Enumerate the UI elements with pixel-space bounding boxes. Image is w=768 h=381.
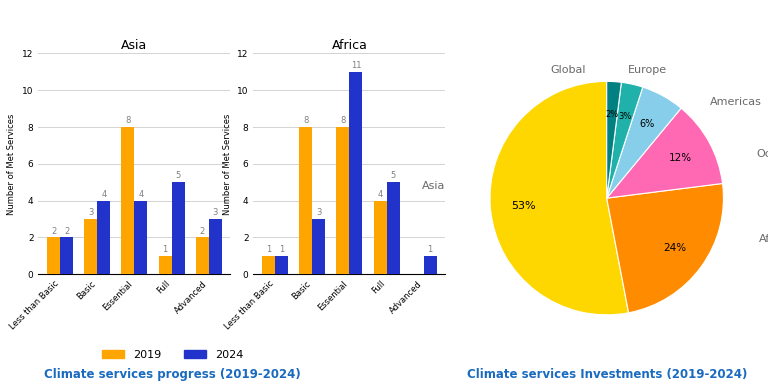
Bar [98, 201, 111, 274]
Text: 3: 3 [213, 208, 218, 217]
Text: 8: 8 [303, 116, 309, 125]
Text: Africa: Africa [759, 234, 768, 244]
Text: 1: 1 [279, 245, 284, 254]
Text: 8: 8 [125, 116, 131, 125]
Text: Climate services Investments (2019-2024): Climate services Investments (2019-2024) [466, 368, 747, 381]
Text: 2: 2 [200, 227, 205, 235]
Title: Africa: Africa [332, 39, 367, 52]
Bar [349, 72, 362, 274]
Bar [262, 256, 275, 274]
Text: 4: 4 [377, 190, 382, 199]
Wedge shape [607, 108, 723, 198]
Text: Asia: Asia [422, 181, 445, 191]
Text: Climate services progress (2019-2024): Climate services progress (2019-2024) [45, 368, 301, 381]
Bar [300, 127, 313, 274]
Wedge shape [607, 184, 723, 313]
Bar [84, 219, 98, 274]
Text: Oceania: Oceania [756, 149, 768, 159]
Text: 3: 3 [88, 208, 94, 217]
Bar [275, 256, 288, 274]
Text: 2: 2 [51, 227, 56, 235]
Legend: 2019, 2024: 2019, 2024 [98, 345, 248, 364]
Bar [47, 237, 60, 274]
Text: 11: 11 [351, 61, 361, 70]
Y-axis label: Number of Met Services: Number of Met Services [223, 113, 231, 215]
Text: 2: 2 [64, 227, 69, 235]
Bar [386, 182, 399, 274]
Bar [209, 219, 222, 274]
Text: 3%: 3% [618, 112, 632, 121]
Text: Americas: Americas [710, 98, 761, 107]
Text: 12%: 12% [669, 153, 692, 163]
Bar [158, 256, 171, 274]
Text: 8: 8 [340, 116, 346, 125]
Title: Asia: Asia [121, 39, 147, 52]
Wedge shape [607, 82, 643, 198]
Bar [424, 256, 437, 274]
Bar [373, 201, 386, 274]
Wedge shape [607, 87, 681, 198]
Text: 53%: 53% [511, 201, 535, 211]
Wedge shape [490, 82, 628, 315]
Text: 1: 1 [162, 245, 167, 254]
Bar [313, 219, 326, 274]
Bar [134, 201, 147, 274]
Bar [196, 237, 209, 274]
Y-axis label: Number of Met Services: Number of Met Services [8, 113, 16, 215]
Text: 1: 1 [266, 245, 271, 254]
Text: 4: 4 [138, 190, 144, 199]
Wedge shape [607, 82, 621, 198]
Text: 5: 5 [390, 171, 396, 181]
Text: 3: 3 [316, 208, 322, 217]
Bar [171, 182, 184, 274]
Bar [336, 127, 349, 274]
Text: Global: Global [550, 65, 586, 75]
Text: 4: 4 [101, 190, 107, 199]
Text: 6%: 6% [640, 120, 655, 130]
Text: 2%: 2% [605, 110, 618, 119]
Text: 5: 5 [175, 171, 180, 181]
Text: Europe: Europe [627, 65, 667, 75]
Bar [121, 127, 134, 274]
Text: 1: 1 [428, 245, 433, 254]
Bar [60, 237, 73, 274]
Text: 24%: 24% [663, 243, 687, 253]
